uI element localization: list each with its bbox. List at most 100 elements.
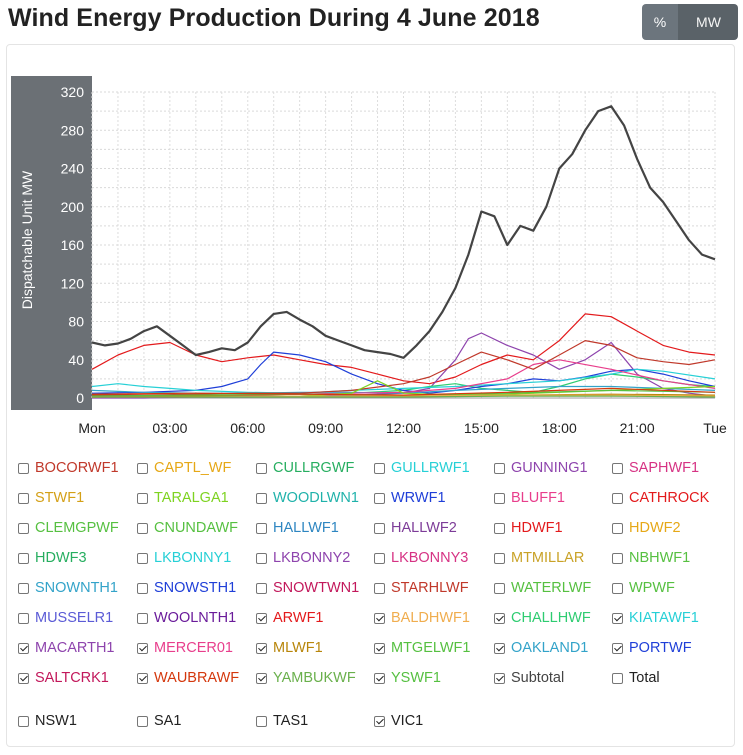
legend-item-hdwf1[interactable]: HDWF1 <box>494 520 563 536</box>
checkbox[interactable] <box>256 462 267 474</box>
checkbox[interactable] <box>494 612 505 624</box>
checkbox[interactable] <box>374 642 385 654</box>
checkbox[interactable] <box>494 462 505 474</box>
legend-item-waubrawf[interactable]: WAUBRAWF <box>137 670 239 686</box>
checkbox[interactable] <box>256 672 267 684</box>
checkbox[interactable] <box>612 642 623 654</box>
legend-item-mlwf1[interactable]: MLWF1 <box>256 640 323 656</box>
legend-item-baldhwf1[interactable]: BALDHWF1 <box>374 610 470 626</box>
checkbox[interactable] <box>256 522 267 534</box>
region-item-vic1[interactable]: VIC1 <box>374 713 423 729</box>
legend-item-arwf1[interactable]: ARWF1 <box>256 610 324 626</box>
legend-item-oakland1[interactable]: OAKLAND1 <box>494 640 588 656</box>
checkbox[interactable] <box>494 522 505 534</box>
legend-item-waterlwf[interactable]: WATERLWF <box>494 580 591 596</box>
checkbox[interactable] <box>18 715 29 727</box>
legend-item-total[interactable]: Total <box>612 670 660 686</box>
legend-item-cathrock[interactable]: CATHROCK <box>612 490 709 506</box>
checkbox[interactable] <box>256 582 267 594</box>
legend-item-lkbonny2[interactable]: LKBONNY2 <box>256 550 350 566</box>
checkbox[interactable] <box>137 462 148 474</box>
legend-item-yswf1[interactable]: YSWF1 <box>374 670 441 686</box>
checkbox[interactable] <box>374 462 385 474</box>
legend-item-starhlwf[interactable]: STARHLWF <box>374 580 469 596</box>
checkbox[interactable] <box>18 642 29 654</box>
checkbox[interactable] <box>137 492 148 504</box>
checkbox[interactable] <box>612 522 623 534</box>
legend-item-woodlwn1[interactable]: WOODLWN1 <box>256 490 359 506</box>
checkbox[interactable] <box>374 522 385 534</box>
legend-item-taralga1[interactable]: TARALGA1 <box>137 490 229 506</box>
checkbox[interactable] <box>494 642 505 654</box>
legend-item-cnundawf[interactable]: CNUNDAWF <box>137 520 238 536</box>
region-item-tas1[interactable]: TAS1 <box>256 713 308 729</box>
legend-item-stwf1[interactable]: STWF1 <box>18 490 84 506</box>
checkbox[interactable] <box>374 492 385 504</box>
legend-item-snownth1[interactable]: SNOWNTH1 <box>18 580 118 596</box>
legend-item-lkbonny3[interactable]: LKBONNY3 <box>374 550 468 566</box>
checkbox[interactable] <box>18 612 29 624</box>
region-item-sa1[interactable]: SA1 <box>137 713 181 729</box>
legend-item-snowsth1[interactable]: SNOWSTH1 <box>137 580 236 596</box>
legend-item-bocorwf1[interactable]: BOCORWF1 <box>18 460 119 476</box>
legend-item-portwf[interactable]: PORTWF <box>612 640 692 656</box>
legend-item-lkbonny1[interactable]: LKBONNY1 <box>137 550 231 566</box>
checkbox[interactable] <box>256 552 267 564</box>
checkbox[interactable] <box>18 462 29 474</box>
checkbox[interactable] <box>374 612 385 624</box>
checkbox[interactable] <box>256 715 267 727</box>
checkbox[interactable] <box>494 492 505 504</box>
legend-item-gunning1[interactable]: GUNNING1 <box>494 460 588 476</box>
checkbox[interactable] <box>18 522 29 534</box>
legend-item-hdwf2[interactable]: HDWF2 <box>612 520 681 536</box>
legend-item-hdwf3[interactable]: HDWF3 <box>18 550 87 566</box>
checkbox[interactable] <box>256 492 267 504</box>
legend-item-yambukwf[interactable]: YAMBUKWF <box>256 670 356 686</box>
legend-item-cullrgwf[interactable]: CULLRGWF <box>256 460 354 476</box>
checkbox[interactable] <box>494 582 505 594</box>
checkbox[interactable] <box>18 672 29 684</box>
checkbox[interactable] <box>18 492 29 504</box>
legend-item-subtotal[interactable]: Subtotal <box>494 670 564 686</box>
legend-item-saltcrk1[interactable]: SALTCRK1 <box>18 670 109 686</box>
legend-item-woolnth1[interactable]: WOOLNTH1 <box>137 610 236 626</box>
legend-item-clemgpwf[interactable]: CLEMGPWF <box>18 520 119 536</box>
legend-item-challhwf[interactable]: CHALLHWF <box>494 610 591 626</box>
checkbox[interactable] <box>374 672 385 684</box>
legend-item-mercer01[interactable]: MERCER01 <box>137 640 233 656</box>
mw-toggle-button[interactable]: MW <box>679 4 738 40</box>
checkbox[interactable] <box>137 672 148 684</box>
legend-item-wrwf1[interactable]: WRWF1 <box>374 490 446 506</box>
checkbox[interactable] <box>374 552 385 564</box>
checkbox[interactable] <box>612 552 623 564</box>
checkbox[interactable] <box>612 492 623 504</box>
checkbox[interactable] <box>256 612 267 624</box>
checkbox[interactable] <box>612 672 623 684</box>
legend-item-bluff1[interactable]: BLUFF1 <box>494 490 565 506</box>
legend-item-gullrwf1[interactable]: GULLRWF1 <box>374 460 470 476</box>
legend-item-musselr1[interactable]: MUSSELR1 <box>18 610 113 626</box>
percent-toggle-button[interactable]: % <box>642 4 679 40</box>
checkbox[interactable] <box>612 612 623 624</box>
checkbox[interactable] <box>137 642 148 654</box>
checkbox[interactable] <box>137 612 148 624</box>
checkbox[interactable] <box>137 522 148 534</box>
checkbox[interactable] <box>494 672 505 684</box>
legend-item-captl_wf[interactable]: CAPTL_WF <box>137 460 231 476</box>
checkbox[interactable] <box>494 552 505 564</box>
checkbox[interactable] <box>256 642 267 654</box>
checkbox[interactable] <box>374 582 385 594</box>
legend-item-kiatawf1[interactable]: KIATAWF1 <box>612 610 699 626</box>
legend-item-mtmillar[interactable]: MTMILLAR <box>494 550 584 566</box>
legend-item-macarth1[interactable]: MACARTH1 <box>18 640 115 656</box>
checkbox[interactable] <box>137 582 148 594</box>
checkbox[interactable] <box>612 582 623 594</box>
checkbox[interactable] <box>18 552 29 564</box>
legend-item-wpwf[interactable]: WPWF <box>612 580 675 596</box>
checkbox[interactable] <box>137 552 148 564</box>
checkbox[interactable] <box>18 582 29 594</box>
checkbox[interactable] <box>612 462 623 474</box>
legend-item-snowtwn1[interactable]: SNOWTWN1 <box>256 580 359 596</box>
legend-item-mtgelwf1[interactable]: MTGELWF1 <box>374 640 470 656</box>
legend-item-saphwf1[interactable]: SAPHWF1 <box>612 460 699 476</box>
